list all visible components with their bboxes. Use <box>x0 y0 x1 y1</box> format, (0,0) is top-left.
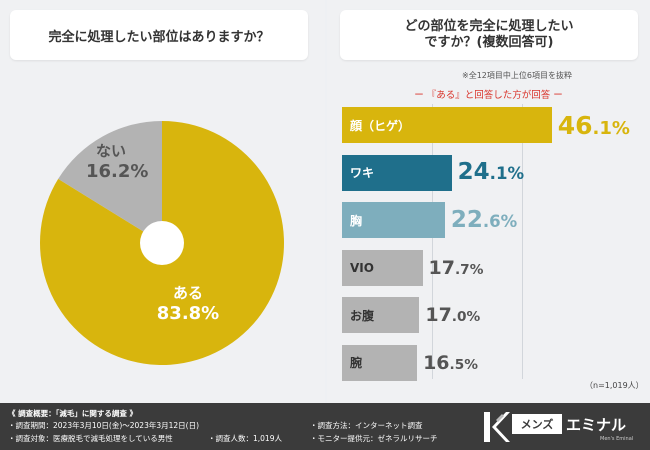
bar-label: 顔（ヒゲ） <box>350 118 411 133</box>
survey-provider: ・モニター提供元：ゼネラルリサーチ <box>310 434 438 443</box>
survey-count: ・調査人数：1,019人 <box>208 434 282 443</box>
gridline <box>432 104 433 379</box>
bar-question-line2: ですか？(複数回答可) <box>424 35 554 50</box>
bar-value: 17.7% <box>428 256 484 279</box>
right-panel: どの部位を完全に処理したい ですか？(複数回答可) <box>327 0 650 403</box>
pie-slice-nai <box>58 121 162 243</box>
pie-label-nai-name: ない <box>95 142 126 160</box>
logo-mens-box: メンズ <box>512 414 562 434</box>
bar-value: 17.0% <box>425 304 481 327</box>
bar-question-line1: どの部位を完全に処理したい <box>404 19 574 34</box>
bar-question-box: どの部位を完全に処理したい ですか？(複数回答可) <box>340 10 638 60</box>
survey-target: ・調査対象：医療脱毛で減毛処理をしている男性 <box>8 434 173 443</box>
survey-title: 《 調査概要：「減毛」に関する調査 》 <box>8 409 137 418</box>
pie-label-nai-value: 16.2% <box>86 161 149 182</box>
bar-1: ワキ <box>342 154 452 191</box>
bar-label: 胸 <box>350 213 363 228</box>
pie-label-nai: ない 16.2% <box>86 140 149 182</box>
pie-label-aru-value: 83.8% <box>156 303 220 324</box>
bar-label: お腹 <box>350 308 375 323</box>
pie-label-aru: ある 83.8% <box>148 282 228 324</box>
pie-chart <box>40 121 284 365</box>
survey-method: ・調査方法：インターネット調査 <box>310 421 423 430</box>
pie-center-hole <box>140 221 184 265</box>
respondent-subheading: ー 『ある』と回答した方が回答 ー <box>414 90 563 101</box>
logo-main-text: エミナル <box>566 416 627 434</box>
bar-label: 腕 <box>350 356 363 370</box>
bar-2: 胸 <box>342 202 445 238</box>
pie-question: 完全に処理したい部位はありますか？ <box>48 29 270 45</box>
bar-value: 22.6% <box>450 206 518 233</box>
bar-label: VIO <box>350 260 374 275</box>
selection-note: ※全12項目中上位6項目を抜粋 <box>462 71 572 80</box>
gridline <box>522 104 523 379</box>
logo-sub-text: Men's Eminal <box>600 436 634 442</box>
bar-label: ワキ <box>350 166 375 180</box>
brand-logo: メンズ エミナル Men's Eminal <box>482 408 644 446</box>
left-panel: 完全に処理したい部位はありますか？ ない 16.2% ある 83.8% <box>0 0 325 403</box>
bar-4: お腹 <box>342 297 420 333</box>
pie-question-box: 完全に処理したい部位はありますか？ <box>10 10 308 60</box>
bar-value: 46.1% <box>557 110 630 140</box>
pie-label-aru-name: ある <box>172 284 203 302</box>
logo-mark-icon <box>484 412 510 442</box>
bar-0: 顔（ヒゲ） <box>342 107 552 143</box>
bar-chart: 顔（ヒゲ） 46.1% ワキ 24.1% 胸 22.6% VIO 17.7% お腹 17.0% 腕 1… <box>342 104 642 384</box>
sample-size: （n=1,019人） <box>585 381 644 390</box>
bar-value: 24.1% <box>457 159 525 186</box>
bar-5: 腕 <box>342 344 418 381</box>
bar-3: VIO <box>342 249 423 286</box>
bar-value: 16.5% <box>423 351 478 374</box>
survey-period: ・調査期間：2023年3月10日(金)～2023年3月12日(日) <box>8 421 200 430</box>
